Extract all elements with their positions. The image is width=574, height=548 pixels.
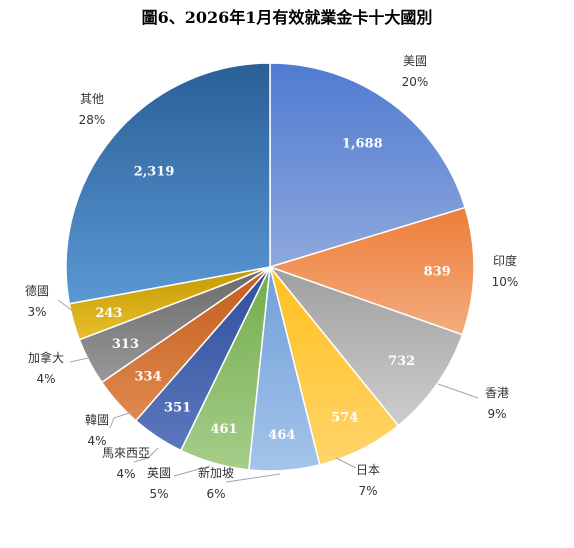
slice-category-label: 英國 xyxy=(147,466,171,480)
slice-percent-label: 4% xyxy=(87,434,106,448)
slice-category-label: 日本 xyxy=(356,463,380,477)
slice-percent-label: 28% xyxy=(79,113,106,127)
slice-value-label: 313 xyxy=(112,337,139,352)
slice-category-label: 馬來西亞 xyxy=(102,446,150,460)
leader-line xyxy=(69,357,89,363)
leader-line xyxy=(335,457,357,469)
leader-line xyxy=(437,383,479,399)
slice-category-label: 韓國 xyxy=(85,413,109,427)
slice-value-label: 243 xyxy=(95,306,122,321)
slice-category-label: 其他 xyxy=(80,92,104,106)
leader-line xyxy=(173,465,211,477)
slice-category-label: 加拿大 xyxy=(28,350,64,365)
leader-line xyxy=(109,411,133,429)
slice-value-label: 351 xyxy=(164,400,191,415)
slice-percent-label: 20% xyxy=(402,75,429,89)
slice-percent-label: 7% xyxy=(358,484,377,498)
pie-slice xyxy=(65,62,271,305)
leader-line xyxy=(133,447,159,463)
slice-value-label: 1,688 xyxy=(342,136,383,151)
slice-value-label: 464 xyxy=(268,428,295,443)
leader-line xyxy=(225,473,281,483)
slice-category-label: 印度 xyxy=(493,253,517,268)
slice-category-label: 香港 xyxy=(485,386,509,400)
slice-value-label: 839 xyxy=(424,265,451,280)
pie-slice xyxy=(267,206,475,336)
slice-category-label: 德國 xyxy=(25,283,49,298)
slice-percent-label: 9% xyxy=(487,407,506,421)
slice-value-label: 334 xyxy=(134,369,161,384)
slice-value-label: 461 xyxy=(210,422,237,437)
slice-percent-label: 4% xyxy=(116,467,135,481)
chart-title: 圖6、2026年1月有效就業金卡十大國別 xyxy=(141,8,433,27)
slice-category-label: 新加坡 xyxy=(198,465,234,480)
slice-value-label: 574 xyxy=(331,411,358,426)
slice-percent-label: 3% xyxy=(27,305,46,319)
pie-slice xyxy=(267,265,464,427)
slice-category-label: 美國 xyxy=(403,54,427,68)
pie-slice xyxy=(269,62,467,269)
slice-percent-label: 6% xyxy=(206,487,225,501)
slice-percent-label: 4% xyxy=(36,372,55,386)
slice-value-label: 732 xyxy=(388,354,415,369)
leader-line xyxy=(57,299,75,313)
slice-percent-label: 5% xyxy=(149,487,168,501)
slice-value-label: 2,319 xyxy=(134,164,175,179)
slice-percent-label: 10% xyxy=(492,275,519,289)
